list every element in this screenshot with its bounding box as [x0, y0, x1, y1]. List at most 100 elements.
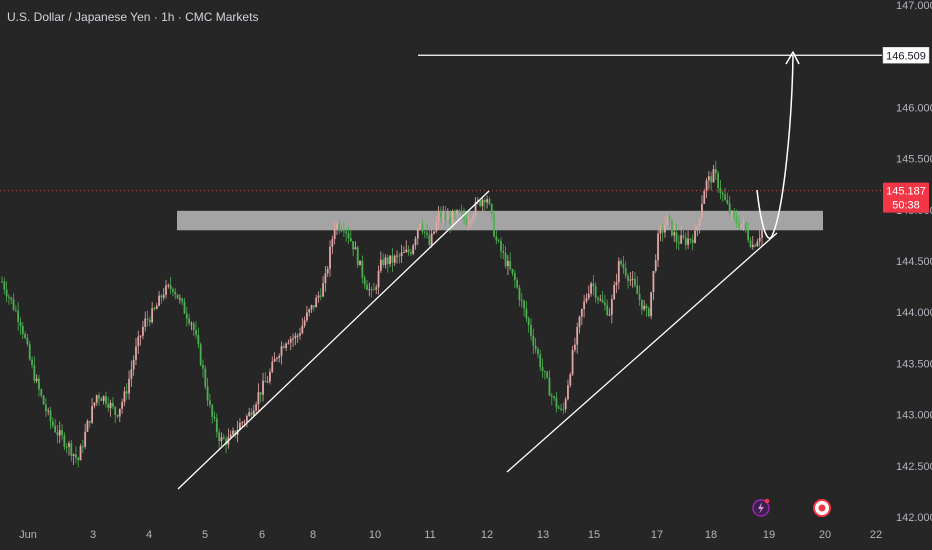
- candle-body: [63, 435, 66, 447]
- candle-body: [65, 446, 68, 448]
- x-tick-label: 15: [588, 529, 600, 541]
- candle-body: [377, 270, 380, 288]
- x-tick-label: 5: [202, 529, 208, 541]
- events-layer[interactable]: [752, 498, 831, 517]
- y-tick-label: 143.500: [896, 358, 932, 370]
- x-axis[interactable]: Jun 3 4 5 6 8 10 11 12 13 15 17 18 19 20 22: [19, 529, 882, 541]
- candle-body: [419, 224, 422, 230]
- candle-body: [437, 212, 440, 223]
- candle-body: [513, 272, 516, 281]
- candle-body: [733, 211, 736, 218]
- candle-body: [509, 260, 512, 269]
- candle-body: [195, 330, 197, 336]
- current-price-label: 145.187: [886, 186, 926, 198]
- candle-body: [758, 237, 761, 242]
- candle-body: [151, 308, 154, 323]
- candle-body: [349, 238, 352, 242]
- candle-body: [109, 402, 112, 409]
- candle-body: [61, 430, 63, 436]
- candle-body: [373, 289, 375, 291]
- candle-body: [613, 285, 616, 300]
- candle-body: [17, 310, 20, 322]
- candle-body: [728, 203, 731, 214]
- candle-body: [116, 415, 119, 417]
- candle-body: [98, 395, 100, 399]
- candle-body: [77, 457, 80, 461]
- x-tick-label: 4: [146, 529, 152, 541]
- candle-body: [652, 271, 655, 292]
- candle-body: [500, 241, 502, 252]
- candle-body: [682, 235, 685, 238]
- candle-body: [430, 233, 433, 246]
- candle-body: [580, 309, 583, 317]
- candle-body: [751, 244, 754, 248]
- candle-body: [206, 386, 209, 401]
- candle-body: [12, 299, 15, 310]
- candle-body: [712, 169, 715, 183]
- candle-body: [308, 309, 311, 313]
- projection-arrowhead: [785, 51, 800, 65]
- candle-body: [597, 297, 599, 300]
- candle-body: [481, 200, 484, 206]
- candle-body: [68, 443, 70, 447]
- candle-body: [56, 432, 59, 436]
- candle-body: [426, 232, 428, 235]
- candle-body: [86, 420, 89, 432]
- x-tick-label: 8: [310, 529, 316, 541]
- candle-body: [54, 425, 57, 433]
- candle-body: [322, 283, 324, 297]
- candle-body: [583, 301, 586, 310]
- candle-body: [696, 226, 699, 231]
- x-tick-label: 17: [651, 529, 663, 541]
- y-tick-label: 145.500: [896, 154, 932, 166]
- candle-body: [331, 239, 334, 247]
- candle-body: [631, 278, 634, 280]
- candle-body: [294, 335, 297, 339]
- candle-body: [555, 397, 558, 408]
- candle-body: [28, 344, 31, 360]
- candle-body: [51, 421, 54, 426]
- candle-body: [391, 255, 394, 263]
- candle-body: [361, 260, 364, 278]
- candle-body: [144, 318, 147, 327]
- y-axis[interactable]: 142.000 142.500 143.000 143.500 144.000 144.5…: [896, 0, 932, 524]
- candle-body: [553, 396, 555, 398]
- candle-body: [754, 244, 756, 247]
- candle-body: [324, 273, 327, 284]
- candle-body: [403, 251, 405, 253]
- candle-body: [114, 406, 117, 416]
- candle-body: [726, 199, 729, 204]
- x-tick-label: 11: [424, 529, 435, 541]
- y-tick-label: 143.000: [896, 410, 932, 422]
- candle-body: [273, 358, 276, 362]
- candle-body: [610, 299, 613, 315]
- candle-body: [31, 359, 33, 365]
- candle-body: [409, 252, 412, 254]
- candle-body: [601, 299, 604, 303]
- candle-body: [386, 257, 389, 265]
- candle-body: [643, 305, 646, 310]
- y-tick-label: 144.000: [896, 307, 932, 319]
- candle-body: [352, 241, 355, 250]
- candle-body: [282, 346, 285, 348]
- lightning-notification-dot: [764, 498, 770, 504]
- candle-body: [483, 200, 486, 203]
- candle-body: [121, 402, 124, 409]
- candle-body: [456, 210, 458, 214]
- candle-body: [111, 402, 114, 407]
- candle-body: [209, 400, 211, 406]
- x-tick-label: Jun: [19, 529, 37, 541]
- candle-body: [707, 176, 710, 181]
- candle-body: [629, 279, 632, 281]
- candle-body: [271, 361, 274, 372]
- candle-body: [684, 237, 687, 245]
- x-tick-label: 12: [481, 529, 493, 541]
- candle-body: [590, 283, 592, 294]
- candle-body: [495, 236, 498, 241]
- candle-body: [654, 260, 657, 272]
- candle-body: [107, 403, 110, 409]
- candle-body: [576, 327, 579, 345]
- candle-body: [292, 338, 294, 340]
